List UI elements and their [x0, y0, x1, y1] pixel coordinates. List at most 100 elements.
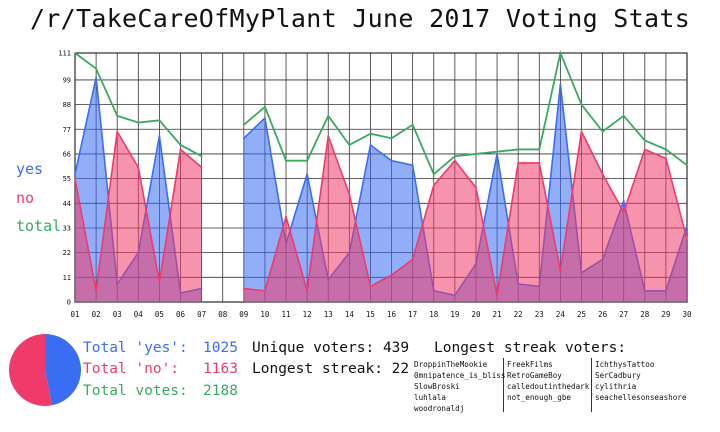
point-total — [264, 105, 266, 108]
point-no — [116, 130, 119, 133]
point-yes — [559, 83, 562, 86]
y-tick-label: 0 — [67, 299, 71, 307]
point-no — [432, 184, 435, 187]
x-tick-label: 26 — [598, 310, 608, 319]
point-total — [74, 52, 76, 54]
streak-voters-title: Longest streak voters: — [434, 340, 627, 356]
x-tick-label: 27 — [619, 310, 628, 319]
x-tick-label: 17 — [408, 310, 417, 319]
streak-voter-name: RetroGameBoy — [507, 371, 562, 380]
point-total — [369, 132, 372, 135]
streak-voter-name: IchthysTattoo — [595, 360, 655, 369]
point-yes — [242, 137, 245, 140]
unique-voters: Unique voters: 439 — [252, 340, 410, 356]
point-total — [496, 150, 498, 153]
streak-voter-name: FreekFilms — [507, 360, 553, 369]
streak-voter-name: not_enough_gbe — [507, 393, 572, 402]
legend-yes: yes — [16, 160, 44, 178]
area-no — [75, 131, 202, 302]
x-tick-label: 16 — [387, 310, 397, 319]
point-no — [517, 162, 520, 164]
point-no — [285, 215, 287, 218]
point-no — [622, 211, 625, 214]
point-no — [580, 130, 583, 133]
point-total — [390, 137, 393, 140]
point-no — [306, 289, 309, 292]
point-yes — [496, 153, 498, 155]
y-tick-label: 77 — [63, 126, 71, 134]
x-tick-label: 07 — [197, 310, 206, 319]
point-total — [285, 159, 287, 162]
x-tick-label: 01 — [70, 310, 79, 319]
point-no — [411, 258, 414, 261]
x-tick-label: 18 — [429, 310, 439, 319]
point-total — [580, 103, 583, 106]
point-yes — [158, 135, 161, 137]
streak-voter-name: 0mnipatence_is_bliss — [414, 371, 506, 380]
point-no — [538, 162, 541, 164]
point-total — [643, 139, 646, 142]
x-tick-label: 09 — [239, 310, 248, 319]
x-tick-label: 25 — [577, 310, 586, 319]
x-tick-label: 12 — [303, 310, 312, 319]
point-total — [517, 148, 520, 151]
point-total — [664, 148, 667, 151]
point-total — [137, 121, 140, 124]
point-no — [475, 186, 477, 189]
point-yes — [264, 117, 266, 119]
x-tick-label: 02 — [92, 310, 101, 319]
point-no — [643, 148, 646, 151]
point-no — [327, 135, 330, 137]
point-yes — [622, 200, 625, 202]
streak-voter-name: luhlala — [414, 393, 447, 402]
longest-streak: Longest streak: 22 — [252, 361, 410, 377]
point-no — [95, 289, 98, 292]
point-total — [306, 159, 309, 162]
y-tick-label: 111 — [58, 50, 71, 58]
streak-voter-name: DroppinTheMookie — [414, 360, 488, 369]
point-no — [369, 285, 372, 288]
point-no — [686, 238, 688, 241]
total-no-value: 1163 — [203, 361, 238, 377]
pie-slice-no — [8, 334, 53, 406]
point-total — [327, 114, 330, 117]
point-no — [200, 166, 203, 169]
point-yes — [390, 159, 393, 162]
point-total — [475, 153, 477, 155]
point-total — [179, 144, 182, 146]
streak-voter-name: woodronaldj — [414, 404, 465, 413]
point-total — [242, 123, 245, 126]
x-tick-label: 28 — [640, 310, 650, 319]
point-no — [390, 274, 393, 276]
y-tick-label: 66 — [63, 150, 71, 158]
total-no-label: Total 'no': — [83, 361, 180, 377]
point-total — [200, 155, 203, 158]
point-no — [664, 157, 667, 160]
point-yes — [74, 173, 76, 176]
point-total — [538, 148, 541, 151]
y-tick-label: 44 — [63, 200, 71, 208]
point-total — [601, 130, 604, 133]
point-no — [158, 280, 161, 283]
x-tick-label: 04 — [134, 310, 144, 319]
total-yes-value: 1025 — [203, 340, 238, 356]
point-total — [158, 119, 161, 122]
y-tick-label: 88 — [63, 101, 71, 109]
point-total — [559, 52, 562, 54]
series-line-no — [243, 128, 688, 296]
x-tick-label: 08 — [218, 310, 228, 319]
x-tick-label: 22 — [514, 310, 523, 319]
point-yes — [411, 164, 414, 167]
point-yes — [369, 144, 372, 146]
total-votes-value: 2188 — [203, 383, 238, 399]
y-tick-label: 99 — [63, 76, 71, 84]
area-no — [243, 131, 688, 302]
x-tick-label: 15 — [366, 310, 375, 319]
x-tick-label: 11 — [282, 310, 291, 319]
point-total — [348, 144, 351, 146]
legend-no: no — [16, 189, 35, 207]
point-no — [348, 193, 351, 196]
total-votes-label: Total votes: — [83, 383, 188, 399]
x-tick-label: 23 — [535, 310, 544, 319]
